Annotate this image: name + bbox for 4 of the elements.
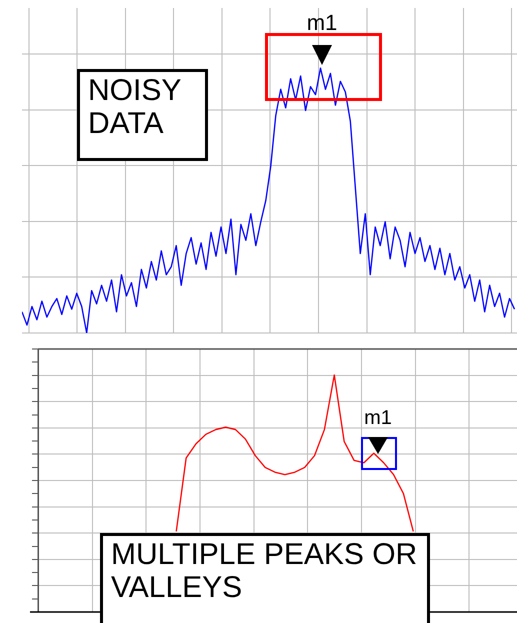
text: m1 bbox=[306, 10, 338, 35]
annotation: NOISY DATA bbox=[77, 69, 208, 161]
annotation: MULTIPLE PEAKS OR VALLEYS bbox=[100, 533, 430, 623]
annotation: m1 bbox=[363, 407, 393, 429]
